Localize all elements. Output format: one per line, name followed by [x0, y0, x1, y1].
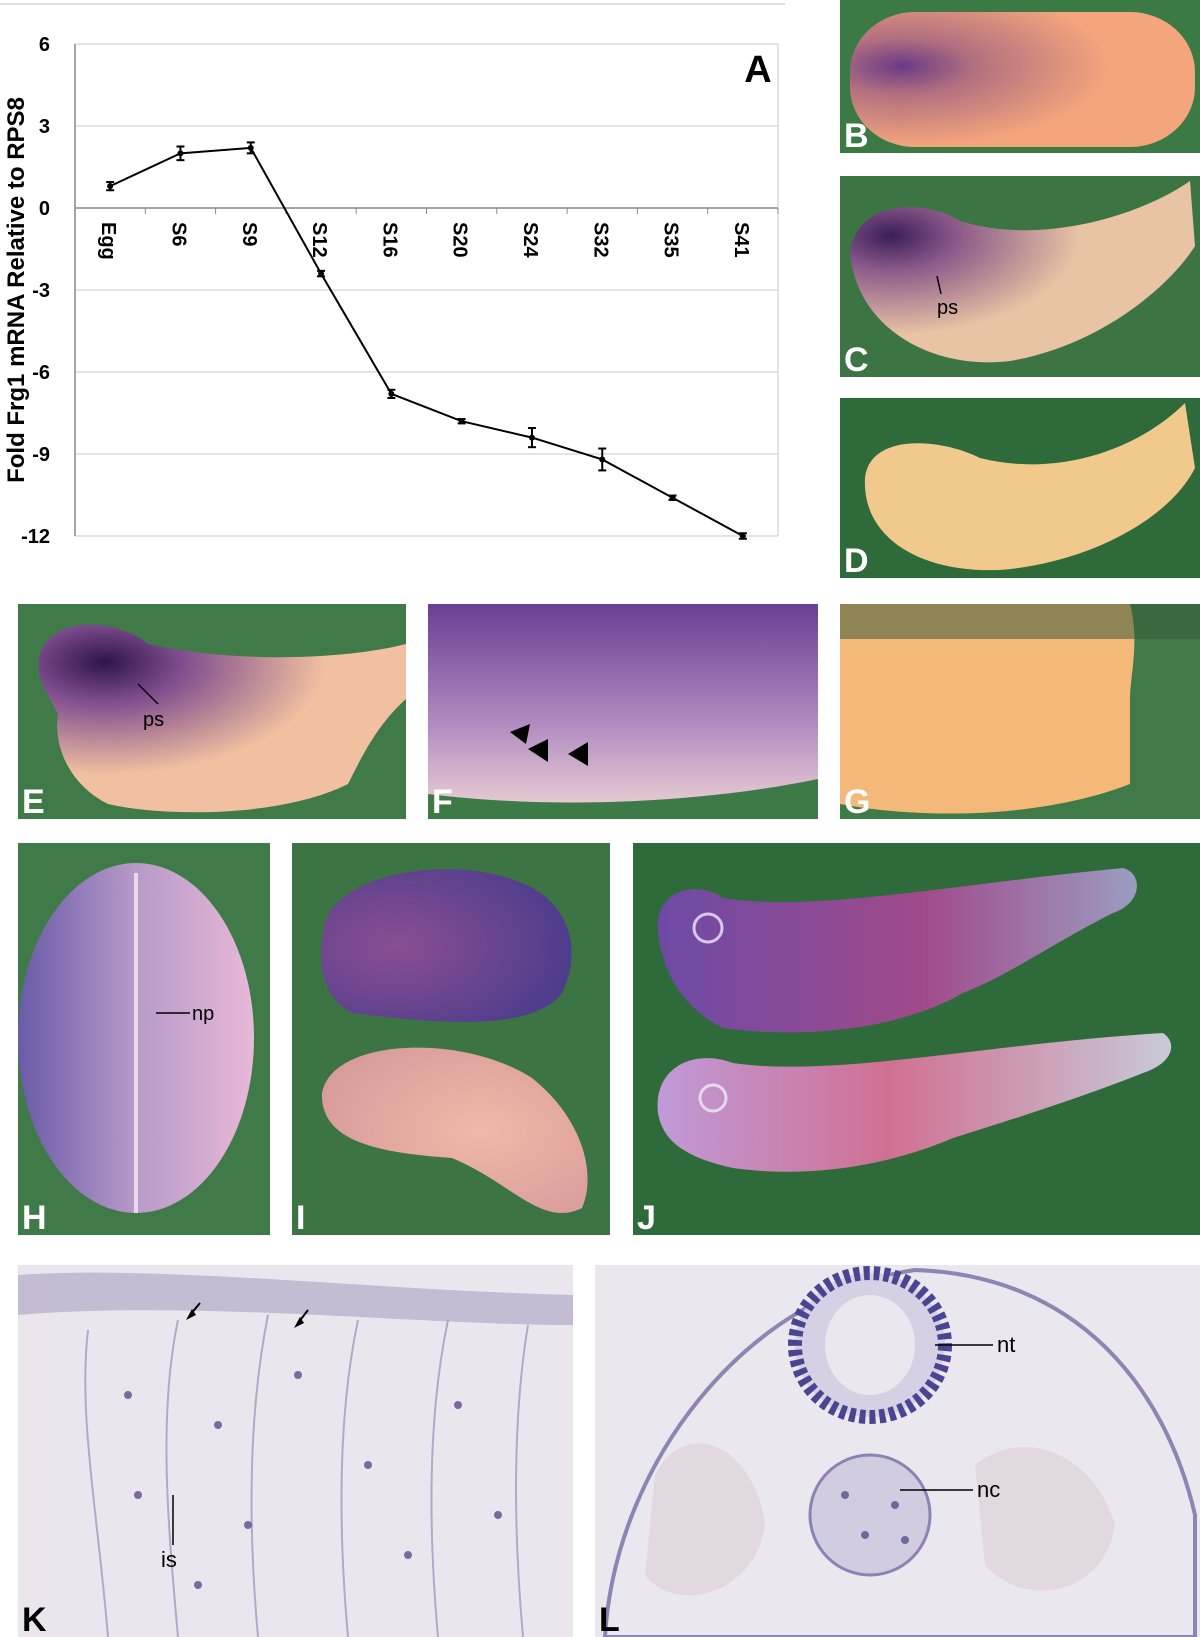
embryo-b-illustration: [840, 0, 1200, 153]
chart-axes: [74, 44, 779, 536]
chart-marks: [106, 141, 747, 540]
chart-panel-a: 6 3 0 -3 -6 -9 -12 Egg S6 S9 S12 S16 S20 S24 S32 S35 S41…: [0, 0, 815, 580]
y-tick-label: -6: [32, 362, 50, 384]
panel-d-image: D: [840, 398, 1200, 578]
chart-labels: 6 3 0 -3 -6 -9 -12 Egg S6 S9 S12 S16 S20 S24 S32 S35 S41: [21, 34, 752, 548]
panel-label-b: B: [844, 117, 869, 153]
section-l-illustration: nt nc: [595, 1265, 1200, 1637]
c-ps-label: ps: [937, 297, 958, 319]
data-point: [458, 418, 465, 425]
panel-label-k: K: [22, 1601, 47, 1637]
x-tick-label: S16: [378, 222, 400, 258]
panel-label-g: G: [844, 783, 871, 819]
data-point: [528, 434, 535, 441]
data-point: [107, 183, 114, 190]
embryo-e-illustration: ps: [18, 604, 406, 819]
embryo-c-illustration: ps: [840, 176, 1200, 377]
data-point: [739, 533, 746, 539]
x-tick-label: S24: [519, 222, 541, 258]
data-point: [599, 456, 606, 463]
series-line: [109, 146, 744, 537]
panel-label-d: D: [844, 542, 869, 578]
panel-label-c: C: [844, 341, 869, 377]
frg1-expression-chart: 6 3 0 -3 -6 -9 -12 Egg S6 S9 S12 S16 S20 S24 S32 S35 S41…: [0, 3, 785, 548]
panel-label-i: I: [296, 1199, 306, 1235]
y-tick-label: -9: [32, 444, 50, 466]
y-tick-label: -12: [21, 526, 50, 548]
panel-i-image: I: [292, 843, 610, 1235]
panel-g-image: G: [840, 604, 1200, 819]
panel-label-a: A: [744, 49, 771, 91]
y-tick-label: -3: [32, 280, 50, 302]
panel-label-e: E: [22, 783, 45, 819]
data-point: [177, 150, 184, 157]
embryo-g-illustration: [840, 604, 1200, 819]
panel-label-h: H: [22, 1199, 47, 1235]
panel-f-image: F: [428, 604, 818, 819]
x-tick-label: S32: [589, 222, 611, 258]
panel-l-image: nt nc L: [595, 1265, 1200, 1637]
h-np-label: np: [192, 1003, 214, 1025]
panel-label-f: F: [432, 783, 453, 819]
embryo-d-illustration: [840, 398, 1200, 578]
y-tick-label: 0: [39, 198, 50, 220]
embryo-i-illustration: [292, 843, 610, 1235]
x-tick-label: S9: [238, 222, 260, 246]
panel-k-image: is K: [18, 1265, 573, 1637]
panel-e-image: ps E: [18, 604, 406, 819]
y-axis-label: Fold Frg1 mRNA Relative to RPS8: [3, 97, 30, 483]
panel-label-j: J: [637, 1199, 656, 1235]
l-nc-label: nc: [977, 1477, 1000, 1502]
panel-c-image: ps C: [840, 176, 1200, 377]
data-point: [318, 270, 325, 277]
y-tick-label: 6: [39, 34, 50, 56]
x-tick-label: S41: [730, 222, 752, 258]
panel-h-image: np H: [18, 843, 270, 1235]
panel-label-l: L: [599, 1601, 620, 1637]
y-tick-label: 3: [39, 116, 50, 138]
panel-b-image: B: [840, 0, 1200, 153]
embryo-f-illustration: [428, 604, 818, 819]
x-tick-label: S6: [167, 222, 189, 246]
data-point: [669, 494, 676, 501]
x-tick-label: Egg: [97, 222, 119, 260]
embryo-h-illustration: np: [18, 843, 270, 1235]
x-tick-label: S12: [308, 222, 330, 258]
embryo-j-illustration: [633, 843, 1200, 1235]
l-nt-label: nt: [997, 1332, 1015, 1357]
e-ps-label: ps: [143, 709, 164, 731]
panel-j-image: J: [633, 843, 1200, 1235]
x-tick-label: S35: [660, 222, 682, 258]
section-k-illustration: is: [18, 1265, 573, 1637]
k-is-label: is: [161, 1547, 177, 1572]
chart-grid: [75, 43, 778, 537]
x-tick-label: S20: [449, 222, 471, 258]
data-point: [247, 144, 254, 151]
data-point: [388, 390, 395, 397]
